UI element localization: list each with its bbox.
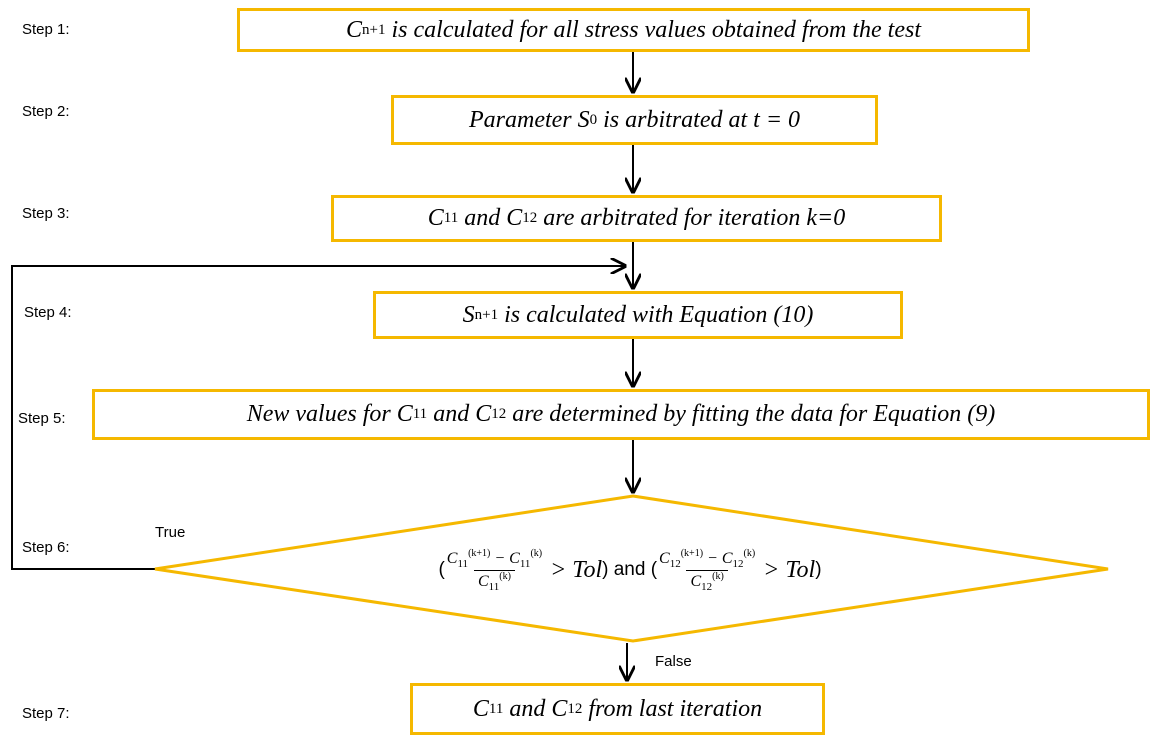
math-text: > Tol xyxy=(757,556,816,583)
step-label: Step 6: xyxy=(22,539,70,556)
math-text: are determined by fitting the data for E… xyxy=(506,401,996,427)
math-text: is calculated for all stress values obta… xyxy=(385,16,921,43)
math-text: S xyxy=(462,301,475,328)
math-text: and C xyxy=(503,695,568,722)
false-label: False xyxy=(655,653,692,670)
math-text: C xyxy=(477,572,489,590)
numerator: C12(k+1) − C12(k) xyxy=(659,548,755,570)
sub-text: 12 xyxy=(522,210,538,226)
fraction: C12(k+1) − C12(k) C12(k) xyxy=(659,548,755,593)
math-text: C xyxy=(446,549,458,567)
math-text: − C xyxy=(490,549,520,567)
math-text: − C xyxy=(703,549,733,567)
decision-diamond xyxy=(154,494,1109,643)
sup-text: (k) xyxy=(743,547,756,559)
process-box: New values for C 11 and C 12 are determine… xyxy=(92,389,1150,440)
math-text: Parameter S xyxy=(468,106,590,133)
sup-text: (k+1) xyxy=(468,547,491,559)
sub-text: 0 xyxy=(589,111,598,128)
sub-text: 11 xyxy=(488,580,500,593)
math-text: is arbitrated at t = 0 xyxy=(597,106,801,133)
sub-text: 11 xyxy=(412,406,428,422)
math-text: New values for C xyxy=(246,401,413,427)
math-text: from last iteration xyxy=(582,695,763,722)
plain-text: ) xyxy=(815,559,822,580)
true-label: True xyxy=(155,524,186,541)
plain-text: ( xyxy=(438,559,445,580)
step-label: Step 3: xyxy=(22,205,70,222)
math-text: and C xyxy=(427,401,492,427)
sup-text: (k) xyxy=(499,570,511,582)
math-text: > Tol xyxy=(544,556,603,583)
sup-text: (k+1) xyxy=(680,547,704,559)
sub-text: 11 xyxy=(443,210,459,226)
denominator: C11(k) xyxy=(473,569,515,593)
step-label: Step 5: xyxy=(18,410,66,427)
sub-text: 12 xyxy=(701,580,713,593)
process-box: C 11 and C 12 are arbitrated for iteration… xyxy=(331,195,942,242)
sub-text: 11 xyxy=(519,557,531,570)
decision-text: (C11(k+1) − C11(k) C11(k) > Tol) and (C12… xyxy=(250,535,1010,605)
sup-text: (k) xyxy=(712,570,724,582)
sub-text: 12 xyxy=(491,406,507,422)
sup-text: (k) xyxy=(530,547,543,559)
math-text: and C xyxy=(458,205,523,231)
sub-text: 11 xyxy=(488,700,504,717)
math-text: C xyxy=(346,16,363,43)
sub-text: 12 xyxy=(732,557,744,570)
numerator: C11(k+1) − C11(k) xyxy=(447,548,542,570)
fraction: C11(k+1) − C11(k) C11(k) xyxy=(447,548,542,593)
step-label: Step 7: xyxy=(22,705,70,722)
denominator: C12(k) xyxy=(686,569,728,593)
math-text: are arbitrated for iteration k=0 xyxy=(537,205,846,231)
sub-text: n+1 xyxy=(362,21,386,38)
math-text: is calculated with Equation (10) xyxy=(498,301,814,328)
sub-text: 12 xyxy=(567,700,583,717)
process-box: C 11 and C 12 from last iteration xyxy=(410,683,825,735)
step-label: Step 1: xyxy=(22,21,70,38)
math-text: C xyxy=(472,695,489,722)
sub-text: 12 xyxy=(669,557,681,570)
plain-text: ) and ( xyxy=(602,559,658,580)
step-label: Step 4: xyxy=(24,304,72,321)
sub-text: n+1 xyxy=(474,306,499,323)
step-label: Step 2: xyxy=(22,103,70,120)
math-text: C xyxy=(427,205,444,231)
math-text: C xyxy=(690,572,702,590)
sub-text: 11 xyxy=(457,557,469,570)
math-text: C xyxy=(659,549,670,567)
loop-arrow xyxy=(11,266,625,570)
